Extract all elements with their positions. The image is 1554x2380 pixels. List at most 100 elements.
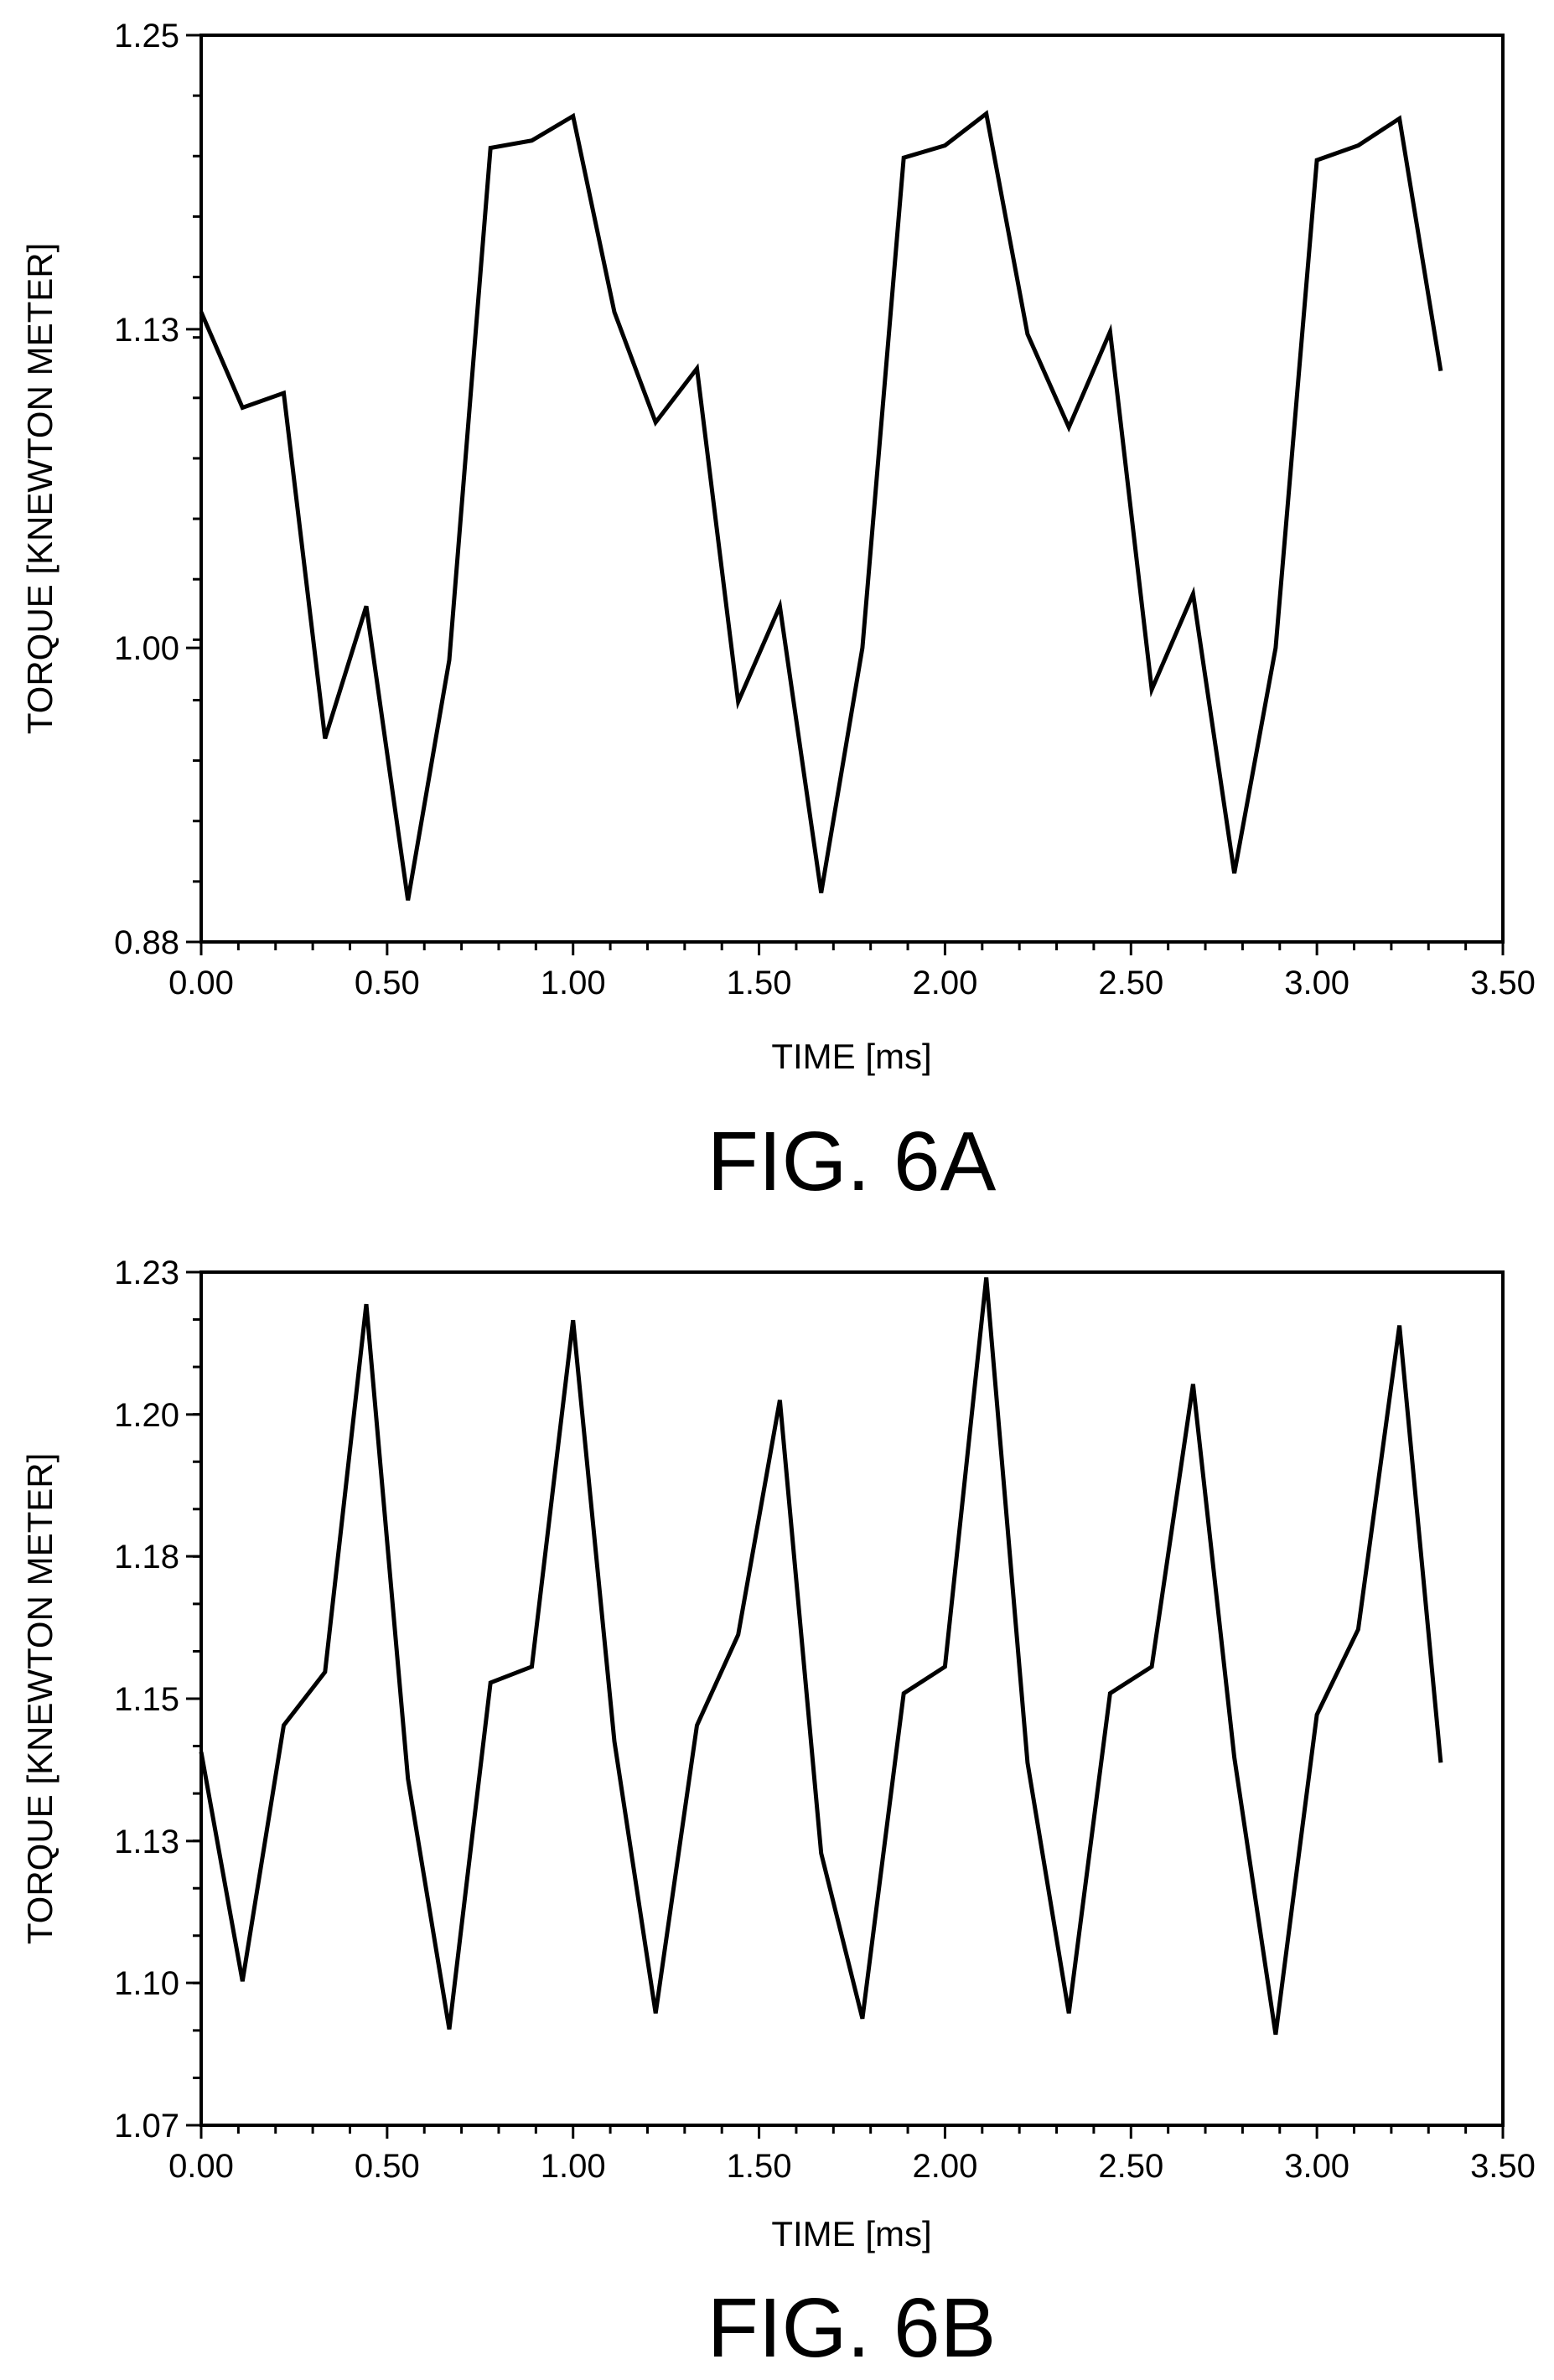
data-point [1190, 1382, 1195, 1387]
y-tick-labels: 1.07 1.10 1.13 1.15 1.18 1.20 1.23 [114, 1255, 179, 2145]
y-minor-ticks [186, 1270, 201, 2127]
x-axis-label: TIME [ms] [771, 2214, 931, 2253]
data-point [199, 309, 204, 314]
x-tick-label: 0.00 [168, 965, 234, 1001]
x-tick-label: 2.00 [912, 2148, 977, 2185]
chart-fig-6a: 0.00 0.50 1.00 1.50 2.00 2.50 3.00 3.50 0.88 1.0… [20, 18, 1536, 1208]
y-tick-label: 1.23 [114, 1255, 179, 1291]
y-axis-label: TORQUE [KNEWTON METER] [20, 1453, 60, 1944]
data-point [819, 1851, 824, 1856]
y-tick-label: 1.10 [114, 1965, 179, 2002]
x-tick-label: 0.50 [355, 965, 420, 1001]
data-point [860, 645, 865, 650]
data-point [1107, 329, 1112, 334]
x-tick-label: 2.50 [1098, 2148, 1163, 2185]
data-point [571, 114, 576, 119]
data-point [984, 1275, 989, 1280]
data-point [447, 2026, 452, 2031]
data-point [1397, 1323, 1402, 1328]
data-point [1232, 871, 1237, 876]
x-tick-label: 3.50 [1470, 965, 1536, 1001]
x-tick-label: 2.00 [912, 965, 977, 1001]
data-point [777, 603, 782, 608]
data-point [736, 1632, 741, 1638]
series-points [199, 1275, 1443, 2036]
data-point [942, 1664, 947, 1669]
y-tick-labels: 0.88 1.00 1.13 1.25 [114, 18, 179, 961]
x-minor-ticks [199, 942, 1505, 955]
x-tick-label: 3.00 [1284, 2148, 1349, 2185]
x-tick-label: 1.50 [727, 965, 792, 1001]
data-point [942, 143, 947, 148]
data-point [1149, 687, 1154, 692]
chart-fig-6b: 0.00 0.50 1.00 1.50 2.00 2.50 3.00 3.50 1.07 1.1… [20, 1255, 1536, 2375]
plot-frame [199, 1270, 1505, 2127]
data-point [488, 146, 493, 151]
data-point [1025, 332, 1030, 337]
data-point [653, 420, 658, 425]
data-point [1355, 1627, 1360, 1632]
torque-series-line [199, 110, 1443, 901]
data-point [694, 366, 699, 371]
y-tick-label: 1.25 [114, 18, 179, 54]
data-point [282, 391, 287, 396]
series-points [199, 111, 1443, 903]
y-tick-label: 1.07 [114, 2108, 179, 2145]
data-point [694, 1723, 699, 1728]
x-tick-label: 1.50 [727, 2148, 792, 2185]
y-axis-label: TORQUE [KNEWTON METER] [20, 243, 60, 734]
data-point [1149, 1664, 1154, 1669]
data-point [736, 699, 741, 704]
data-point [777, 1398, 782, 1403]
data-point [1273, 2032, 1278, 2037]
y-tick-label: 1.18 [114, 1539, 179, 1575]
data-point [984, 111, 989, 116]
x-tick-label: 3.00 [1284, 965, 1349, 1001]
data-point [199, 1750, 204, 1755]
figure-label: FIG. 6A [707, 1115, 997, 1208]
data-point [1066, 425, 1071, 430]
x-axis-label: TIME [ms] [771, 1037, 931, 1076]
data-point [653, 2010, 658, 2015]
x-tick-labels: 0.00 0.50 1.00 1.50 2.00 2.50 3.00 3.50 [168, 2148, 1536, 2185]
data-point [529, 138, 534, 143]
data-point [819, 891, 824, 896]
data-point [1190, 592, 1195, 597]
x-tick-label: 3.50 [1470, 2148, 1536, 2185]
torque-series-line [199, 1277, 1443, 2036]
data-point [406, 1776, 411, 1781]
plot-frame [199, 34, 1505, 944]
data-point [901, 155, 906, 160]
y-tick-label: 1.00 [114, 630, 179, 667]
data-point [571, 1317, 576, 1322]
y-tick-label: 0.88 [114, 924, 179, 961]
data-point [612, 309, 617, 314]
y-tick-label: 1.13 [114, 1824, 179, 1860]
data-point [1232, 1755, 1237, 1760]
data-point [323, 1669, 328, 1674]
data-point [901, 1691, 906, 1696]
x-minor-ticks [199, 2125, 1505, 2139]
data-point [240, 1979, 245, 1984]
y-tick-label: 1.20 [114, 1397, 179, 1434]
figure-label: FIG. 6B [707, 2281, 997, 2375]
data-point [488, 1680, 493, 1685]
x-tick-labels: 0.00 0.50 1.00 1.50 2.00 2.50 3.00 3.50 [168, 965, 1536, 1001]
data-point [1107, 1691, 1112, 1696]
data-point [1314, 158, 1319, 163]
x-tick-label: 1.00 [541, 2148, 606, 2185]
y-tick-label: 1.15 [114, 1681, 179, 1718]
data-point [1355, 143, 1360, 148]
data-point [1314, 1712, 1319, 1717]
x-tick-label: 1.00 [541, 965, 606, 1001]
data-point [1025, 1760, 1030, 1765]
data-point [364, 1301, 369, 1306]
x-tick-label: 0.00 [168, 2148, 234, 2185]
data-point [406, 898, 411, 903]
data-point [447, 658, 452, 663]
data-point [529, 1664, 534, 1669]
data-point [1273, 645, 1278, 650]
y-tick-label: 1.13 [114, 312, 179, 349]
data-point [612, 1739, 617, 1744]
